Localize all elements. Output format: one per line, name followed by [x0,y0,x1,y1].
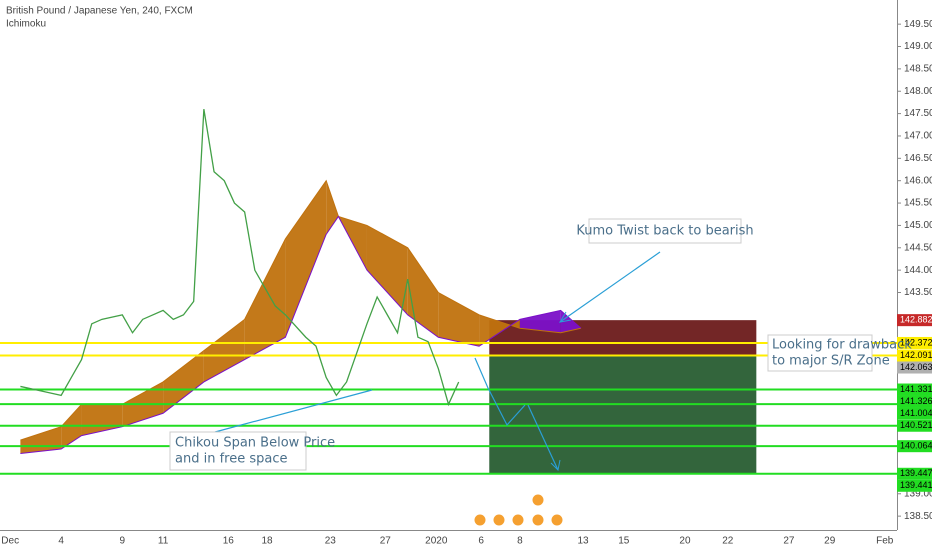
y-tick-label: 148.500 [904,64,932,75]
price-label: 141.331 [900,384,932,394]
y-tick-label: 144.000 [904,265,932,276]
y-tick-label: 144.500 [904,242,932,253]
price-label-bg [897,407,932,420]
x-tick-label: 13 [577,536,589,547]
x-tick-label: 18 [261,536,273,547]
event-icon [473,513,487,527]
cloud-fill [366,225,408,315]
annotation: and in free space [175,452,287,467]
price-label: 139.447 [900,468,932,478]
cloud-fill [560,310,582,333]
annotations: Kumo Twist back to bearish Looking for d… [169,218,912,527]
y-tick-label: 148.000 [904,86,932,97]
y-tick-label: 143.500 [904,287,932,298]
x-tick-label: 9 [120,536,126,547]
price-label: 140.521 [900,420,932,430]
x-tick-label: Dec [1,536,19,547]
event-icon [492,513,506,527]
x-tick-label: 16 [223,536,235,547]
event-icon [531,493,545,507]
y-tick-label: 146.500 [904,153,932,164]
x-tick-label: 22 [722,536,734,547]
annotation-box [767,334,873,372]
arrow [527,404,559,471]
x-tick-label: Feb [876,536,894,547]
x-tick-label: 6 [478,536,484,547]
cloud-fill [285,180,327,338]
cloud-fill [203,319,245,382]
cloud-fill [519,310,561,333]
y-tick-label: 145.000 [904,220,932,231]
annotation: Chikou Span Below Price [175,436,335,451]
price-label-bg [897,361,932,374]
price-label: 142.063 [900,362,932,372]
price-label: 141.004 [900,408,932,418]
axes: 149.500 149.000 148.500 148.000 147.500 147.0… [1,19,932,547]
x-tick-label: 23 [325,536,337,547]
x-tick-label: 8 [517,536,523,547]
y-tick-label: 138.500 [904,511,932,522]
y-tick-label: 149.500 [904,19,932,30]
x-tick-label: 29 [824,536,836,547]
cloud-span [20,215,582,455]
arrow-head [559,311,572,323]
indicator-name: Ichimoku [6,19,46,30]
price-label: 142.091 [900,350,932,360]
x-tick-label: 15 [618,536,630,547]
arrow-head [550,459,561,472]
y-tick-label: 146.000 [904,175,932,186]
price-label: 139.441 [900,480,932,490]
price-label: 141.326 [900,396,932,406]
price-label-bg [897,383,932,396]
arrow [474,357,526,427]
event-icons [473,493,564,527]
x-tick-label: 27 [783,536,795,547]
price-label-bg [897,479,932,492]
y-tick-label: 145.500 [904,198,932,209]
cloud-fill [81,404,123,436]
price-line [20,109,460,407]
annotation: Kumo Twist back to bearish [576,224,753,239]
x-tick-label: 27 [380,536,392,547]
symbol-title: British Pound / Japanese Yen, 240, FXCM [6,6,193,17]
event-icon [511,513,525,527]
x-tick-label: 20 [679,536,691,547]
price-label-bg [897,395,932,408]
event-icon [550,513,564,527]
cloud-fill [163,350,204,414]
event-icon [531,513,545,527]
annotation-box [169,431,307,471]
arrow [214,389,373,433]
price-label-bg [897,336,932,349]
price-label-bg [897,419,932,432]
x-tick-label: 4 [58,536,64,547]
annotation: to major S/R Zone [772,354,890,369]
price-label-bg [897,349,932,362]
arrow [559,251,661,323]
y-tick-label: 149.000 [904,41,932,52]
y-tick-label: 147.500 [904,108,932,119]
cloud-fill [479,314,520,347]
y-tick-label: 147.000 [904,131,932,142]
y-tick-label: 139.000 [904,488,932,499]
x-tick-label: 2020 [425,536,448,547]
price-label: 142.882 [900,315,932,325]
price-label: 142.372 [900,337,932,347]
cloud-fill [244,238,286,360]
plot [0,109,897,475]
target-zone [489,355,757,474]
price-label-bg [897,467,932,480]
annotation-box [588,218,742,244]
cloud-fill [407,247,439,338]
price-label-bg [897,314,932,327]
price-label-bg [897,440,932,453]
price-label: 140.064 [900,441,932,451]
annotation: Looking for drawback [772,338,912,353]
cloud-fill [438,292,480,347]
x-tick-label: 11 [158,536,169,547]
